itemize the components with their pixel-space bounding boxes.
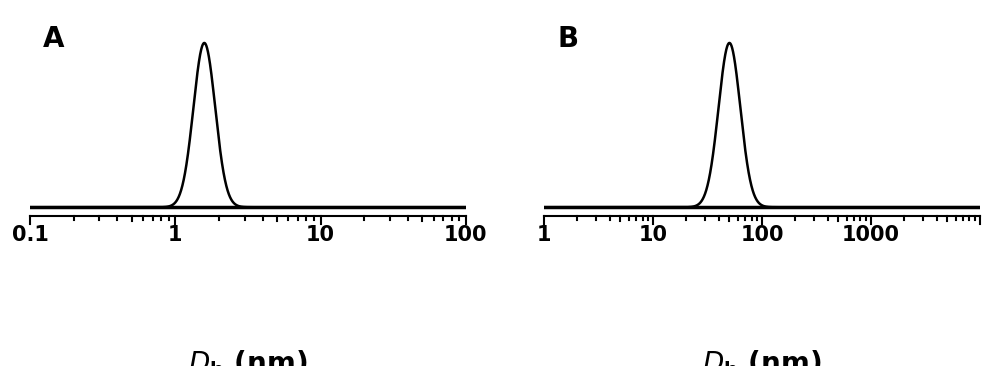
Text: B: B xyxy=(557,25,578,53)
Text: 1000: 1000 xyxy=(842,225,900,245)
Text: 1: 1 xyxy=(168,225,183,245)
Text: 0.1: 0.1 xyxy=(12,225,48,245)
Text: $\mathbf{\mathit{D}}_\mathbf{h}$ $\mathbf{(nm)}$: $\mathbf{\mathit{D}}_\mathbf{h}$ $\mathb… xyxy=(702,348,822,366)
Text: $\mathbf{\mathit{D}}_\mathbf{h}$ $\mathbf{(nm)}$: $\mathbf{\mathit{D}}_\mathbf{h}$ $\mathb… xyxy=(188,348,308,366)
Text: 1: 1 xyxy=(537,225,551,245)
Text: 100: 100 xyxy=(444,225,488,245)
Text: 10: 10 xyxy=(306,225,335,245)
Text: 100: 100 xyxy=(740,225,784,245)
Text: A: A xyxy=(43,25,65,53)
Text: 10: 10 xyxy=(639,225,668,245)
